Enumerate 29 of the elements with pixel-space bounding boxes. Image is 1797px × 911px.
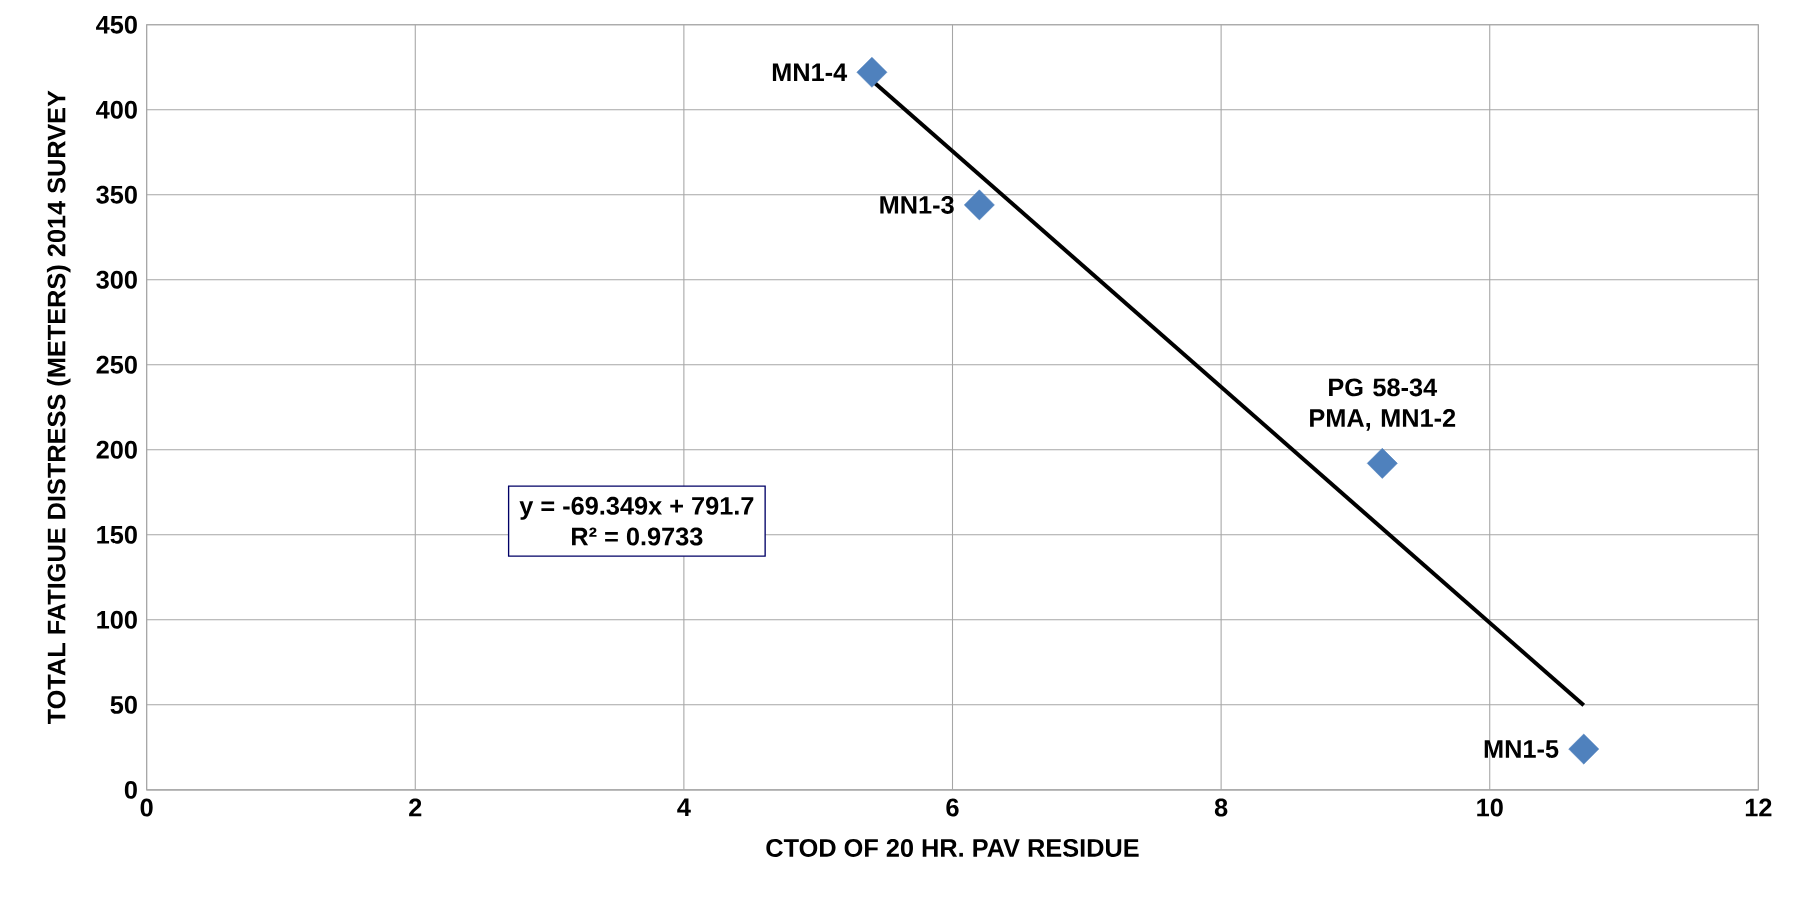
- annotation: y = -69.349x + 791.7: [519, 497, 754, 521]
- x-tick-label: 0: [140, 798, 153, 817]
- x-tick-label: 12: [1745, 798, 1772, 817]
- y-tick-label: 200: [96, 441, 137, 459]
- point: [1366, 448, 1398, 479]
- point: [856, 57, 888, 88]
- x-tick-label: 2: [409, 798, 422, 817]
- annotation: MN1-5: [1484, 740, 1559, 759]
- y-tick-label: 250: [96, 356, 137, 374]
- annotation: PG 58-34 PMA, MN1-2: [1310, 378, 1456, 431]
- y-tick-label: 350: [96, 185, 137, 204]
- annotation: R² = 0.9733: [572, 527, 703, 546]
- point: [1568, 733, 1600, 765]
- x-tick-label: 4: [677, 798, 691, 817]
- y-axis-title: TOTAL FATIGUE DISTRESS (METERS) 2014 SURVEY: [46, 90, 71, 725]
- x-tick-label: 10: [1477, 798, 1503, 817]
- annotation: MN1-4: [772, 63, 848, 82]
- y-tick-label: 50: [110, 696, 137, 715]
- annotation: MN1-3: [880, 196, 954, 215]
- y-tick-label: 150: [97, 526, 137, 545]
- point: [964, 189, 995, 221]
- y-tick-label: 400: [96, 100, 137, 119]
- y-tick-label: 300: [96, 270, 137, 289]
- y-tick-label: 0: [124, 781, 137, 800]
- y-tick-label: 450: [96, 15, 137, 34]
- x-tick-label: 6: [946, 798, 959, 817]
- x-tick-label: 8: [1214, 798, 1228, 817]
- x-axis-title: CTOD OF 20 HR. PAV RESIDUE: [766, 839, 1139, 858]
- y-tick-label: 100: [97, 611, 137, 630]
